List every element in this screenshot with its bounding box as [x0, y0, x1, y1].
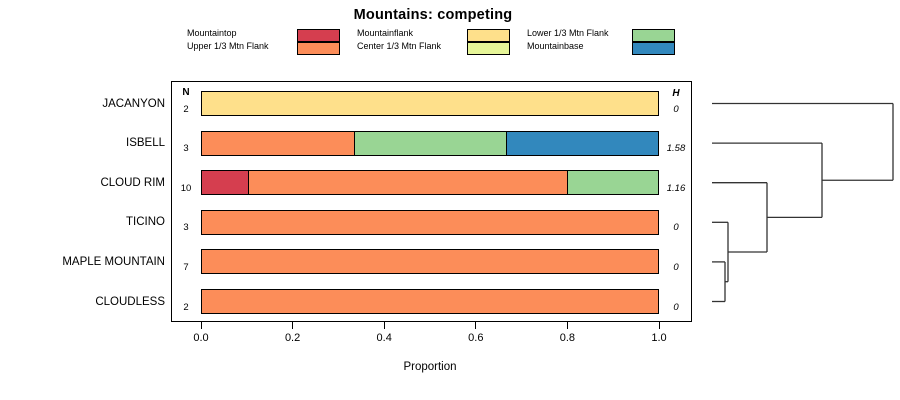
legend-swatch	[297, 29, 340, 42]
legend-label: Center 1/3 Mtn Flank	[357, 40, 442, 51]
legend-label: Mountainbase	[527, 40, 584, 51]
bar-segment	[202, 250, 658, 274]
legend-label: Upper 1/3 Mtn Flank	[187, 40, 269, 51]
y-axis-label: MAPLE MOUNTAIN	[62, 255, 165, 268]
legend-swatch	[632, 42, 675, 55]
x-axis-tick	[292, 322, 294, 329]
x-axis-title: Proportion	[403, 361, 457, 373]
bar-segment	[202, 210, 658, 234]
bar-segment	[566, 171, 658, 195]
n-value: 2	[183, 103, 189, 115]
bar-segment	[202, 290, 658, 313]
x-axis-tick	[658, 322, 660, 329]
bar-segment	[353, 131, 506, 155]
n-value: 3	[183, 143, 189, 155]
x-axis-tick-label: 0.8	[559, 332, 576, 344]
y-axis-label: CLOUD RIM	[100, 176, 165, 189]
bar-row	[201, 249, 659, 275]
legend-swatch	[467, 42, 510, 55]
bar-segment	[505, 131, 658, 155]
h-value: 1.58	[666, 143, 686, 155]
h-value: 1.16	[666, 182, 686, 194]
bar-segment	[202, 171, 248, 195]
legend-label: Mountainflank	[357, 28, 414, 38]
bar-row	[201, 289, 659, 314]
x-axis-tick-label: 0.2	[284, 332, 301, 344]
n-value: 7	[183, 261, 189, 273]
x-axis-tick	[566, 322, 568, 329]
x-axis-tick-label: 0.0	[193, 332, 209, 344]
y-axis-label: ISBELL	[126, 137, 165, 150]
h-value: 0	[673, 103, 679, 115]
bar-row	[201, 130, 659, 156]
n-value: 3	[183, 222, 189, 234]
n-value: 2	[183, 301, 189, 313]
chart-title: Mountains: competing	[353, 7, 513, 23]
h-value: 0	[673, 261, 679, 273]
x-axis-tick	[383, 322, 385, 329]
bar-segment	[202, 131, 354, 155]
n-value: 10	[180, 182, 192, 194]
x-axis-tick	[475, 322, 477, 329]
bar-segment	[247, 171, 567, 195]
h-value: 0	[673, 301, 679, 313]
h-column-header: H	[672, 88, 680, 99]
bar-row	[201, 170, 659, 196]
y-axis-label: TICINO	[126, 216, 165, 229]
legend-label: Lower 1/3 Mtn Flank	[527, 28, 609, 38]
bar-row	[201, 91, 659, 116]
plot-box	[171, 81, 692, 322]
legend-swatch	[297, 42, 340, 55]
n-column-header: N	[182, 87, 190, 98]
legend-swatch	[632, 29, 675, 42]
legend-swatch	[467, 29, 510, 42]
x-axis-tick-label: 0.4	[376, 332, 392, 344]
y-axis-label: JACANYON	[102, 97, 165, 110]
bar-segment	[202, 92, 658, 115]
x-axis-tick-label: 1.0	[651, 332, 667, 344]
legend: Mountaintop Upper 1/3 Mtn Flank Mountainfl…	[0, 0, 900, 60]
x-axis-tick-label: 0.6	[468, 332, 484, 344]
bar-row	[201, 209, 659, 235]
x-axis-tick	[200, 322, 202, 329]
h-value: 0	[673, 222, 679, 234]
y-axis-label: CLOUDLESS	[95, 295, 165, 308]
legend-label: Mountaintop	[187, 28, 237, 38]
